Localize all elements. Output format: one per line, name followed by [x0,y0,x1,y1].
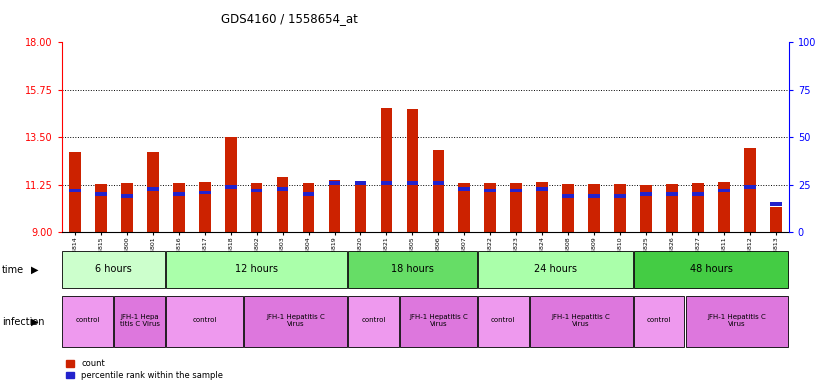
Text: 48 hours: 48 hours [690,264,733,274]
Bar [692,192,704,196]
Bar [536,187,548,190]
Bar [536,182,548,232]
Text: ▶: ▶ [31,265,39,275]
Bar [199,182,211,232]
Bar [354,181,366,185]
Bar [458,183,470,232]
Bar [277,187,288,190]
Bar [147,152,159,232]
Bar [563,184,574,232]
Text: JFH-1 Hepatitis C
Virus: JFH-1 Hepatitis C Virus [552,314,610,327]
Text: JFH-1 Hepatitis C
Virus: JFH-1 Hepatitis C Virus [266,314,325,327]
Bar [147,187,159,190]
Bar [563,194,574,198]
Bar [744,185,756,189]
Bar [173,192,184,196]
Bar [615,194,626,198]
Bar [381,181,392,185]
Text: control: control [192,318,217,323]
Bar [406,181,418,185]
Bar [95,192,107,196]
Bar [225,185,236,189]
Bar [199,190,211,194]
Bar [406,109,418,232]
Bar [634,296,685,347]
Bar [433,150,444,232]
Text: JFH-1 Hepatitis C
Virus: JFH-1 Hepatitis C Virus [409,314,468,327]
Bar [666,192,678,196]
Bar [329,181,340,185]
Text: 12 hours: 12 hours [235,264,278,274]
Bar [381,108,392,232]
Text: time: time [2,265,24,275]
Bar [277,177,288,232]
Bar [640,185,652,232]
Text: control: control [361,318,386,323]
Bar [69,152,81,232]
Bar [718,189,729,192]
Bar [348,296,399,347]
Bar [63,296,113,347]
Text: 6 hours: 6 hours [96,264,132,274]
Bar [244,296,347,347]
Text: control: control [647,318,672,323]
Bar [63,251,165,288]
Bar [686,296,788,347]
Bar [329,180,340,232]
Bar [302,192,315,196]
Bar [69,189,81,192]
Bar [225,137,236,232]
Text: JFH-1 Hepa
titis C Virus: JFH-1 Hepa titis C Virus [120,314,159,327]
Bar [121,194,133,198]
Bar [458,187,470,190]
Bar [510,189,522,192]
Bar [744,148,756,232]
Bar [95,184,107,232]
Text: GDS4160 / 1558654_at: GDS4160 / 1558654_at [221,12,358,25]
Bar [433,181,444,185]
Text: JFH-1 Hepatitis C
Virus: JFH-1 Hepatitis C Virus [708,314,767,327]
Text: 18 hours: 18 hours [391,264,434,274]
Bar [484,189,496,192]
Text: 24 hours: 24 hours [534,264,577,274]
Bar [251,189,263,192]
Bar [302,183,315,232]
Bar [615,184,626,232]
Text: infection: infection [2,316,44,327]
Bar [173,183,184,232]
Bar [634,251,788,288]
Bar [348,251,477,288]
Bar [121,183,133,232]
Bar [510,183,522,232]
Bar [718,182,729,232]
Text: ▶: ▶ [31,316,39,327]
Bar [529,296,633,347]
Bar [770,202,781,206]
Bar [166,251,347,288]
Bar [588,194,600,198]
Bar [484,183,496,232]
Legend: count, percentile rank within the sample: count, percentile rank within the sample [66,359,223,380]
Bar [588,184,600,232]
Bar [692,183,704,232]
Bar [666,184,678,232]
Bar [477,296,529,347]
Bar [251,183,263,232]
Bar [354,180,366,232]
Text: control: control [76,318,100,323]
Bar [477,251,633,288]
Text: control: control [491,318,515,323]
Bar [114,296,165,347]
Bar [400,296,477,347]
Bar [640,192,652,196]
Bar [770,207,781,232]
Bar [166,296,243,347]
